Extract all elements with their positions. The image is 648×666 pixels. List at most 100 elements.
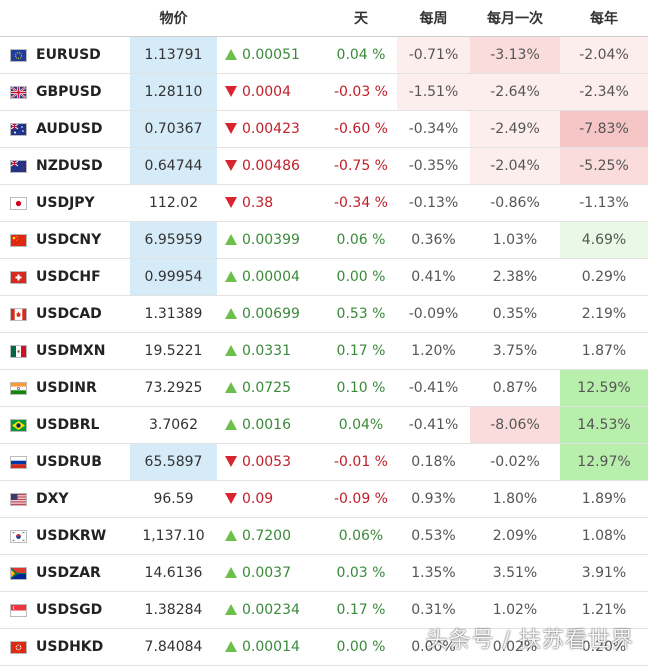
year-change-cell: 1.21% — [581, 602, 627, 618]
header-day[interactable]: 天 — [325, 0, 397, 37]
change-cell: 0.0037 — [217, 555, 325, 592]
table-row[interactable]: GBPUSD 1.28110 0.0004 -0.03 % -1.51% -2.64% -2… — [0, 73, 648, 111]
change-cell: 0.00423 — [217, 111, 325, 148]
day-change-cell: 0.53 % — [336, 306, 386, 322]
day-change-cell: 0.04% — [338, 417, 384, 433]
table-row[interactable]: USDZAR 14.6136 0.0037 0.03 % 1.35% 3.51% 3.91% — [0, 555, 648, 592]
week-change-cell: -0.41% — [408, 417, 459, 433]
price-cell: 1.38284 — [144, 602, 203, 618]
header-change — [217, 0, 325, 37]
symbol-cell: USDCAD — [36, 306, 102, 322]
change-cell: 0.00234 — [217, 592, 325, 629]
week-change-cell: 1.20% — [411, 343, 456, 359]
day-change-cell: 0.00 % — [336, 639, 386, 655]
down-arrow-icon — [225, 493, 237, 504]
table-row[interactable]: USDCAD 1.31389 0.00699 0.53 % -0.09% 0.35% 2.1… — [0, 296, 648, 333]
table-row[interactable]: NZDUSD 0.64744 0.00486 -0.75 % -0.35% -2.04% -… — [0, 147, 648, 185]
change-cell: 0.00014 — [217, 629, 325, 666]
table-row[interactable]: USDRUB 65.5897 0.0053 -0.01 % 0.18% -0.02% 12.… — [0, 443, 648, 481]
change-value: 0.0725 — [242, 380, 291, 396]
down-arrow-icon — [225, 123, 237, 134]
day-change-cell: 0.03 % — [336, 565, 386, 581]
table-row[interactable]: USDHKD 7.84084 0.00014 0.00 % 0.00% 0.02% 0.20… — [0, 629, 648, 666]
symbol-cell: USDINR — [36, 380, 97, 396]
year-change-cell: 1.89% — [581, 491, 627, 507]
year-change-cell: 0.29% — [581, 269, 627, 285]
month-change-cell: 2.38% — [492, 269, 538, 285]
week-change-cell: -0.13% — [408, 195, 459, 211]
us-flag-icon — [0, 481, 36, 518]
day-change-cell: 0.06% — [338, 528, 384, 544]
month-change-cell: 1.03% — [492, 232, 538, 248]
table-header-row: 物价 天 每周 每月一次 每年 — [0, 0, 648, 37]
header-week[interactable]: 每周 — [397, 0, 470, 37]
change-value: 0.00234 — [242, 602, 300, 618]
year-change-cell: 12.59% — [560, 369, 648, 407]
change-value: 0.00051 — [242, 47, 300, 63]
uk-flag-icon — [0, 74, 36, 111]
day-change-cell: 0.00 % — [336, 269, 386, 285]
table-row[interactable]: DXY 96.59 0.09 -0.09 % 0.93% 1.80% 1.89% — [0, 481, 648, 518]
year-change-cell: 12.97% — [560, 443, 648, 481]
week-change-cell: -0.34% — [408, 121, 459, 137]
year-change-cell: -1.13% — [579, 195, 629, 211]
table-row[interactable]: USDCNY 6.95959 0.00399 0.06 % 0.36% 1.03% 4.69… — [0, 221, 648, 259]
change-value: 0.00486 — [242, 158, 300, 174]
week-change-cell: -0.41% — [408, 380, 459, 396]
ru-flag-icon — [0, 444, 36, 481]
change-value: 0.09 — [242, 491, 274, 507]
week-change-cell: 0.00% — [411, 639, 456, 655]
day-change-cell: -0.01 % — [334, 454, 388, 470]
symbol-cell: USDBRL — [36, 417, 100, 433]
month-change-cell: -2.49% — [470, 110, 560, 148]
day-change-cell: 0.17 % — [336, 602, 386, 618]
down-arrow-icon — [225, 197, 237, 208]
change-cell: 0.00051 — [217, 37, 325, 74]
price-cell: 96.59 — [153, 491, 194, 507]
za-flag-icon — [0, 555, 36, 592]
table-row[interactable]: USDBRL 3.7062 0.0016 0.04% -0.41% -8.06% 14.53… — [0, 406, 648, 444]
hk-flag-icon — [0, 629, 36, 666]
table-row[interactable]: USDCHF 0.99954 0.00004 0.00 % 0.41% 2.38% 0.29… — [0, 258, 648, 296]
table-row[interactable]: USDSGD 1.38284 0.00234 0.17 % 0.31% 1.02% 1.21… — [0, 592, 648, 629]
month-change-cell: 1.02% — [492, 602, 538, 618]
change-value: 0.38 — [242, 195, 274, 211]
month-change-cell: 0.02% — [492, 639, 538, 655]
change-cell: 0.00699 — [217, 296, 325, 333]
change-value: 0.0331 — [242, 343, 291, 359]
header-symbol — [36, 0, 130, 37]
header-month[interactable]: 每月一次 — [470, 0, 560, 37]
header-year[interactable]: 每年 — [560, 0, 648, 37]
kr-flag-icon — [0, 518, 36, 555]
week-change-cell: 0.93% — [411, 491, 456, 507]
year-change-cell: -5.25% — [560, 147, 648, 185]
price-cell: 7.84084 — [144, 639, 203, 655]
table-row[interactable]: AUDUSD 0.70367 0.00423 -0.60 % -0.34% -2.49% -… — [0, 110, 648, 148]
table-row[interactable]: USDINR 73.2925 0.0725 0.10 % -0.41% 0.87% 12.5… — [0, 369, 648, 407]
week-change-cell: 0.41% — [411, 269, 456, 285]
price-cell: 19.5221 — [144, 343, 203, 359]
table-row[interactable]: USDJPY 112.02 0.38 -0.34 % -0.13% -0.86% -1.13… — [0, 185, 648, 222]
month-change-cell: 1.80% — [492, 491, 538, 507]
header-price[interactable]: 物价 — [130, 0, 217, 37]
symbol-cell: USDJPY — [36, 195, 95, 211]
price-cell: 65.5897 — [130, 443, 217, 481]
table-row[interactable]: USDMXN 19.5221 0.0331 0.17 % 1.20% 3.75% 1.87% — [0, 333, 648, 370]
change-value: 0.0037 — [242, 565, 291, 581]
price-cell: 112.02 — [149, 195, 198, 211]
month-change-cell: -2.64% — [470, 73, 560, 111]
month-change-cell: 0.35% — [492, 306, 538, 322]
price-cell: 0.99954 — [130, 258, 217, 296]
table-row[interactable]: EURUSD 1.13791 0.00051 0.04 % -0.71% -3.13% -2… — [0, 36, 648, 74]
header-flag — [0, 0, 36, 37]
change-value: 0.0004 — [242, 84, 291, 100]
week-change-cell: -0.09% — [408, 306, 459, 322]
symbol-cell: EURUSD — [36, 47, 101, 63]
up-arrow-icon — [225, 530, 237, 541]
month-change-cell: -3.13% — [470, 36, 560, 74]
change-cell: 0.00399 — [217, 222, 325, 259]
up-arrow-icon — [225, 345, 237, 356]
table-row[interactable]: USDKRW 1,137.10 0.7200 0.06% 0.53% 2.09% 1.08% — [0, 518, 648, 555]
au-flag-icon — [0, 111, 36, 148]
